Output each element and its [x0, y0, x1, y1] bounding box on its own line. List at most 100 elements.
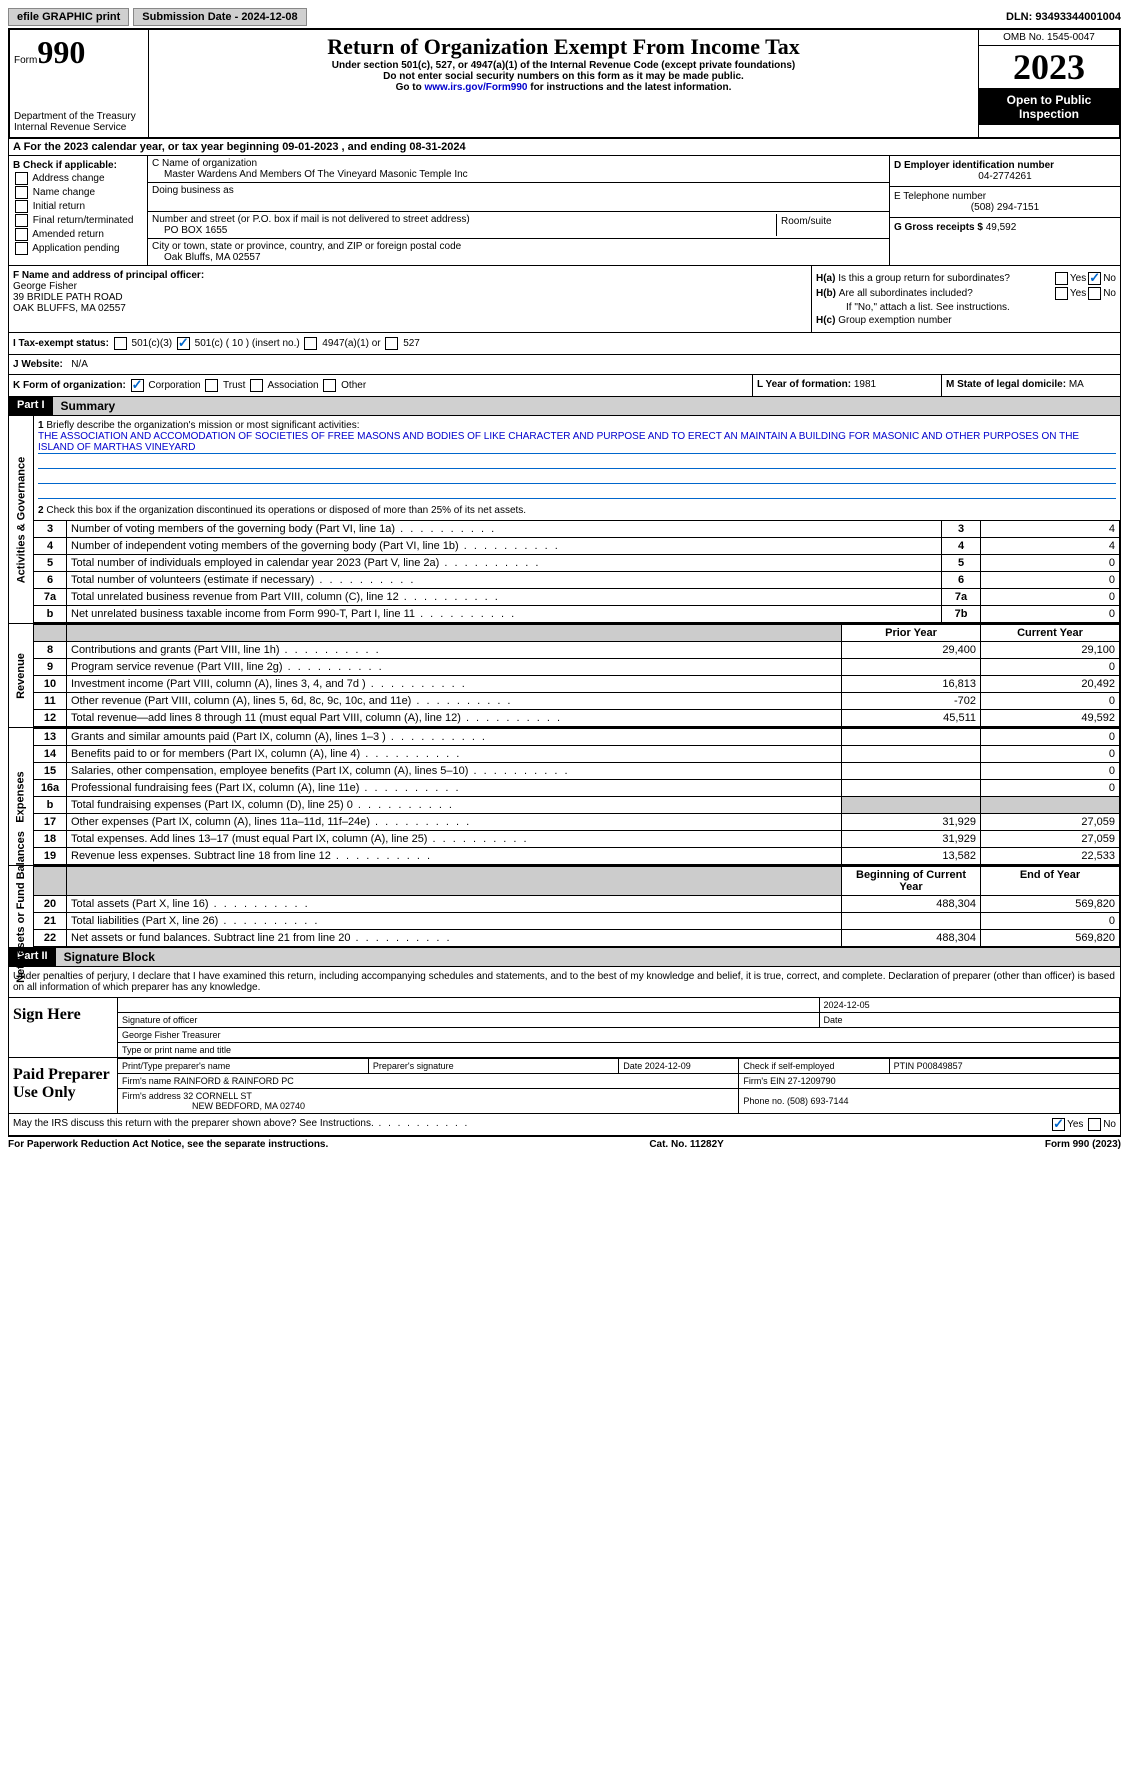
dept-label: Department of the Treasury Internal Reve…	[14, 111, 144, 133]
sig-type-label: Type or print name and title	[118, 1043, 1120, 1058]
initial-return-check[interactable]	[15, 200, 28, 213]
form-header: Form990 Department of the Treasury Inter…	[8, 28, 1121, 139]
efile-btn[interactable]: efile GRAPHIC print	[8, 8, 129, 26]
net-assets-section: Net Assets or Fund Balances Beginning of…	[8, 866, 1121, 948]
hb-yes[interactable]	[1055, 287, 1068, 300]
ha-no[interactable]	[1088, 272, 1101, 285]
declaration: Under penalties of perjury, I declare th…	[8, 967, 1121, 998]
tel-label: E Telephone number	[894, 191, 1116, 202]
city: Oak Bluffs, MA 02557	[152, 252, 885, 263]
amended-check[interactable]	[15, 228, 28, 241]
revenue-section: Revenue Prior YearCurrent Year8Contribut…	[8, 624, 1121, 728]
firm-city: NEW BEDFORD, MA 02740	[122, 1101, 734, 1111]
prep-name-label: Print/Type preparer's name	[118, 1059, 368, 1074]
part1-header: Part I Summary	[8, 397, 1121, 416]
final-return-check[interactable]	[15, 214, 28, 227]
addr-label: Number and street (or P.O. box if mail i…	[152, 214, 776, 225]
discuss-no[interactable]	[1088, 1118, 1101, 1131]
inspection: Open to Public Inspection	[979, 89, 1119, 125]
net-table: Beginning of Current YearEnd of Year20To…	[34, 866, 1120, 947]
assoc-check[interactable]	[250, 379, 263, 392]
row-i: I Tax-exempt status: 501(c)(3) 501(c) ( …	[8, 333, 1121, 355]
sign-here: Sign Here	[9, 998, 118, 1057]
revenue-table: Prior YearCurrent Year8Contributions and…	[34, 624, 1120, 727]
app-pending-check[interactable]	[15, 242, 28, 255]
section-b-to-g: B Check if applicable: Address change Na…	[8, 156, 1121, 266]
governance-table: 3Number of voting members of the governi…	[34, 520, 1120, 623]
dln: DLN: 93493344001004	[1006, 11, 1121, 23]
firm-ein: Firm's EIN 27-1209790	[739, 1074, 1120, 1089]
footer-left: For Paperwork Reduction Act Notice, see …	[8, 1139, 328, 1150]
gross-label: G Gross receipts $	[894, 222, 983, 233]
officer-addr2: OAK BLUFFS, MA 02557	[13, 303, 126, 314]
side-net: Net Assets or Fund Balances	[15, 831, 27, 983]
section-f-h: F Name and address of principal officer:…	[8, 266, 1121, 333]
expenses-section: Expenses 13Grants and similar amounts pa…	[8, 728, 1121, 866]
subtitle-1: Under section 501(c), 527, or 4947(a)(1)…	[153, 60, 974, 71]
top-bar: efile GRAPHIC print Submission Date - 20…	[8, 8, 1121, 26]
sig-date: 2024-12-05	[819, 998, 1119, 1013]
side-expenses: Expenses	[15, 771, 27, 822]
form-label: Form	[14, 55, 37, 66]
line1-label: Briefly describe the organization's miss…	[46, 420, 359, 431]
ein-label: D Employer identification number	[894, 160, 1054, 171]
side-revenue: Revenue	[15, 653, 27, 699]
footer-right: Form 990 (2023)	[1045, 1139, 1121, 1150]
ha-yes[interactable]	[1055, 272, 1068, 285]
dba-label: Doing business as	[152, 185, 885, 196]
sig-officer-label: Signature of officer	[118, 1013, 819, 1028]
signature-block: Sign Here 2024-12-05 Signature of office…	[8, 998, 1121, 1114]
527-check[interactable]	[385, 337, 398, 350]
submission-btn[interactable]: Submission Date - 2024-12-08	[133, 8, 306, 26]
expenses-table: 13Grants and similar amounts paid (Part …	[34, 728, 1120, 865]
row-j: J Website: N/A	[8, 355, 1121, 375]
tax-status-label: I Tax-exempt status:	[13, 338, 109, 349]
part1-label: Part I	[9, 397, 53, 415]
row-a: A For the 2023 calendar year, or tax yea…	[8, 139, 1121, 156]
discuss-row: May the IRS discuss this return with the…	[8, 1114, 1121, 1136]
line2-label: Check this box if the organization disco…	[46, 505, 526, 516]
officer-name: George Fisher	[13, 281, 77, 292]
sig-name: George Fisher Treasurer	[118, 1028, 1120, 1043]
addr: PO BOX 1655	[152, 225, 776, 236]
row-k-l-m: K Form of organization: Corporation Trus…	[8, 375, 1121, 397]
ptin: PTIN P00849857	[889, 1059, 1119, 1074]
firm-addr: Firm's address 32 CORNELL ST	[122, 1091, 734, 1101]
col-b-title: B Check if applicable:	[13, 160, 117, 171]
ein: 04-2774261	[894, 171, 1116, 182]
activities-governance: Activities & Governance 1 Briefly descri…	[8, 416, 1121, 624]
trust-check[interactable]	[205, 379, 218, 392]
corp-check[interactable]	[131, 379, 144, 392]
footer-mid: Cat. No. 11282Y	[328, 1139, 1045, 1150]
prep-sig-label: Preparer's signature	[368, 1059, 618, 1074]
firm-name: Firm's name RAINFORD & RAINFORD PC	[118, 1074, 739, 1089]
part2-header: Part II Signature Block	[8, 948, 1121, 967]
irs-link[interactable]: www.irs.gov/Form990	[424, 82, 527, 93]
discuss-yes[interactable]	[1052, 1118, 1065, 1131]
paid-preparer: Paid Preparer Use Only	[9, 1058, 118, 1113]
form-number: 990	[37, 34, 85, 70]
hc-label: Group exemption number	[838, 315, 951, 326]
tax-year: 2023	[979, 46, 1119, 89]
501c3-check[interactable]	[114, 337, 127, 350]
form-org-label: K Form of organization:	[13, 380, 126, 391]
officer-label: F Name and address of principal officer:	[13, 270, 204, 281]
form-title: Return of Organization Exempt From Incom…	[153, 34, 974, 60]
side-activities: Activities & Governance	[15, 456, 27, 583]
year-formation: 1981	[854, 379, 876, 390]
footer: For Paperwork Reduction Act Notice, see …	[8, 1136, 1121, 1152]
addr-change-check[interactable]	[15, 172, 28, 185]
ha-label: Is this a group return for subordinates?	[838, 273, 1053, 284]
name-change-check[interactable]	[15, 186, 28, 199]
hb-label: Are all subordinates included?	[839, 288, 1053, 299]
other-check[interactable]	[323, 379, 336, 392]
org-name-label: C Name of organization	[152, 158, 885, 169]
part1-title: Summary	[53, 397, 1120, 415]
discuss-label: May the IRS discuss this return with the…	[13, 1118, 469, 1131]
part2-title: Signature Block	[56, 948, 1120, 966]
city-label: City or town, state or province, country…	[152, 241, 885, 252]
website-label: J Website:	[13, 359, 63, 370]
4947-check[interactable]	[304, 337, 317, 350]
hb-no[interactable]	[1088, 287, 1101, 300]
501c-check[interactable]	[177, 337, 190, 350]
